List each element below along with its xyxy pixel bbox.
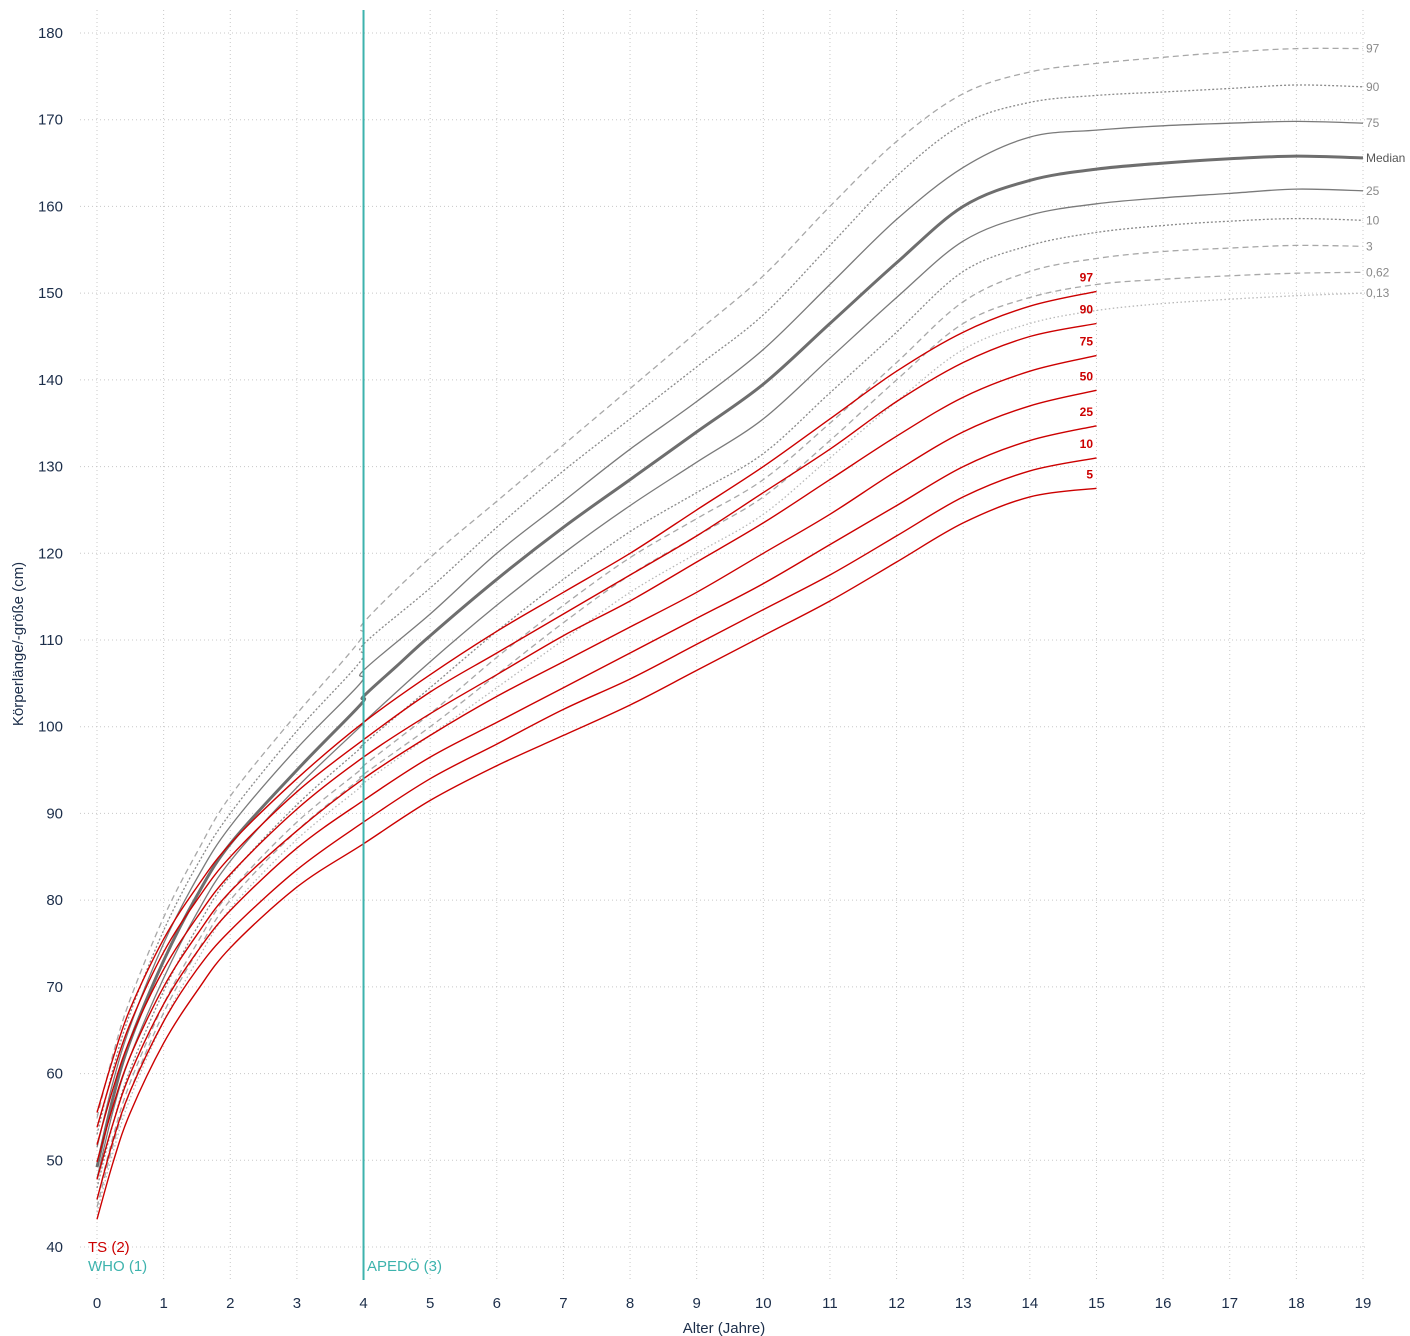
- x-tick-label: 12: [888, 1295, 905, 1312]
- grid-lines: [80, 10, 1365, 1280]
- ref-label: 3: [1366, 239, 1373, 253]
- x-tick-label: 11: [822, 1295, 838, 1312]
- x-tick-label: 14: [1021, 1295, 1038, 1312]
- ts-source-label: TS (2): [88, 1239, 130, 1256]
- x-tick-label: 4: [359, 1295, 367, 1312]
- ref-label: Median: [1366, 151, 1405, 165]
- ref-label: 25: [1366, 184, 1380, 198]
- y-tick-label: 50: [46, 1152, 63, 1169]
- x-tick-label: 6: [493, 1295, 501, 1312]
- ref-label: 0,13: [1366, 286, 1390, 300]
- ts-line-90: [96, 322, 1097, 1128]
- y-tick-label: 140: [38, 372, 63, 389]
- x-tick-label: 15: [1088, 1295, 1105, 1312]
- ts-label: 90: [1080, 302, 1094, 316]
- ts-line-97: [96, 290, 1097, 1113]
- apedo-source-label: APEDÖ (3): [367, 1257, 442, 1275]
- ref-line-75: [96, 120, 1364, 1148]
- y-tick-label: 180: [38, 25, 63, 42]
- ref-line-25: [96, 188, 1364, 1179]
- y-tick-label: 170: [38, 112, 63, 129]
- ref-line-0,13: [96, 292, 1364, 1213]
- y-tick-label: 130: [38, 459, 63, 476]
- ref-line-97: [96, 47, 1364, 1118]
- x-tick-label: 17: [1221, 1295, 1238, 1312]
- y-axis-title: Körperlänge/-größe (cm): [10, 562, 27, 726]
- ts-line-5: [96, 487, 1097, 1220]
- ref-line-10: [96, 217, 1364, 1189]
- y-tick-label: 70: [46, 979, 63, 996]
- y-tick-label: 90: [46, 805, 63, 822]
- ref-label: 10: [1366, 213, 1380, 227]
- who-source-label: WHO (1): [88, 1258, 147, 1275]
- ts-line-75: [96, 354, 1097, 1145]
- y-tick-label: 100: [38, 719, 63, 736]
- turner-percentile-lines: [96, 290, 1097, 1220]
- series-labels: 97 90 75 Median 25 10 3 0,62 0,13 97 90 75 50 25 10 5: [1080, 42, 1406, 482]
- ref-line-90: [96, 84, 1364, 1135]
- x-tick-label: 5: [426, 1295, 434, 1312]
- y-axis-ticks: 40 50 60 70 80 90 100 110 120 130 140 150 160 170 180: [38, 25, 63, 1256]
- x-tick-label: 2: [226, 1295, 234, 1312]
- ts-label: 50: [1080, 369, 1094, 383]
- ts-label: 10: [1080, 437, 1094, 451]
- ts-line-10: [96, 457, 1097, 1200]
- x-tick-label: 8: [626, 1295, 634, 1312]
- y-tick-label: 150: [38, 285, 63, 302]
- x-tick-label: 13: [955, 1295, 972, 1312]
- ref-label: 90: [1366, 80, 1380, 94]
- x-tick-label: 9: [693, 1295, 701, 1312]
- y-tick-label: 120: [38, 545, 63, 562]
- ref-line-Median: [95, 154, 1364, 1168]
- ts-label: 97: [1080, 270, 1094, 284]
- ts-line-25: [96, 425, 1097, 1180]
- ref-line-0,62: [96, 271, 1364, 1208]
- ts-line-50: [96, 389, 1097, 1163]
- x-tick-label: 18: [1288, 1295, 1305, 1312]
- y-tick-label: 80: [46, 892, 63, 909]
- y-tick-label: 160: [38, 198, 63, 215]
- x-tick-label: 10: [755, 1295, 772, 1312]
- ts-label: 75: [1080, 335, 1094, 349]
- x-tick-label: 1: [159, 1295, 167, 1312]
- x-tick-label: 7: [559, 1295, 567, 1312]
- ts-label: 25: [1080, 405, 1094, 419]
- ts-label: 5: [1086, 467, 1093, 481]
- x-tick-label: 0: [93, 1295, 101, 1312]
- ref-label: 0,62: [1366, 265, 1390, 279]
- reference-percentile-lines: [95, 47, 1364, 1213]
- x-axis-ticks: 0 1 2 3 4 5 6 7 8 9 10 11 12 13 14 15 16 17 18 19: [93, 1295, 1372, 1312]
- ref-label: 75: [1366, 116, 1380, 130]
- x-tick-label: 3: [293, 1295, 301, 1312]
- ref-line-3: [96, 244, 1364, 1201]
- y-tick-label: 40: [46, 1239, 63, 1256]
- x-axis-title: Alter (Jahre): [683, 1320, 766, 1336]
- x-tick-label: 19: [1355, 1295, 1372, 1312]
- y-tick-label: 60: [46, 1066, 63, 1083]
- ref-label: 97: [1366, 42, 1380, 56]
- y-tick-label: 110: [39, 632, 63, 649]
- x-tick-label: 16: [1155, 1295, 1172, 1312]
